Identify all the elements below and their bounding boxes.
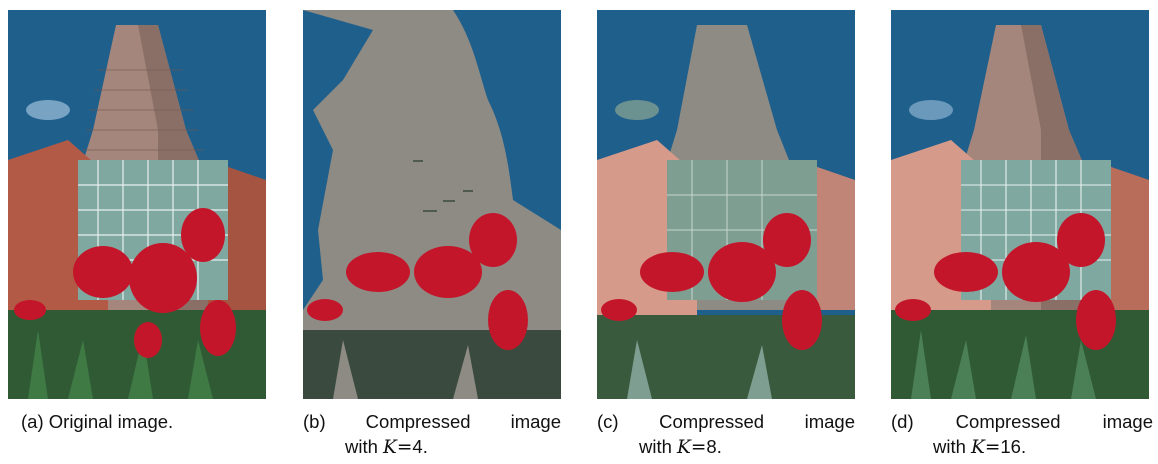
caption-word: Compressed bbox=[365, 411, 471, 432]
caption-with: with bbox=[933, 436, 966, 457]
caption-k-value: 4 bbox=[412, 436, 423, 457]
caption-k-symbol: K bbox=[677, 437, 691, 458]
caption-word: image bbox=[510, 411, 561, 432]
caption-eq: = bbox=[396, 437, 413, 458]
caption-eq: = bbox=[984, 437, 1001, 458]
caption-word: image bbox=[1102, 411, 1153, 432]
compressed-image-k4 bbox=[303, 10, 561, 399]
figure-panel-b bbox=[303, 10, 561, 399]
figure-panel-c bbox=[597, 10, 855, 399]
caption-b: (b) Compressed image with K=4. bbox=[303, 411, 561, 458]
caption-word: Compressed bbox=[955, 411, 1061, 432]
caption-label: (b) bbox=[303, 411, 326, 432]
figure-panel-d bbox=[891, 10, 1149, 399]
caption-eq: = bbox=[690, 437, 707, 458]
caption-with: with bbox=[345, 436, 378, 457]
caption-label: (a) bbox=[21, 411, 44, 432]
caption-word: Compressed bbox=[659, 411, 765, 432]
caption-c: (c) Compressed image with K=8. bbox=[597, 411, 855, 458]
caption-label: (c) bbox=[597, 411, 619, 432]
caption-text: Original image. bbox=[48, 411, 174, 432]
original-image bbox=[8, 10, 266, 399]
compressed-image-k8 bbox=[597, 10, 855, 399]
caption-d: (d) Compressed image with K=16. bbox=[891, 411, 1153, 458]
caption-word: image bbox=[804, 411, 855, 432]
caption-k-symbol: K bbox=[971, 437, 985, 458]
caption-a: (a) Original image. bbox=[21, 409, 251, 434]
caption-k-symbol: K bbox=[383, 437, 397, 458]
caption-label: (d) bbox=[891, 411, 914, 432]
caption-k-value: 8 bbox=[706, 436, 717, 457]
compressed-image-k16 bbox=[891, 10, 1149, 399]
caption-with: with bbox=[639, 436, 672, 457]
caption-k-value: 16 bbox=[1000, 436, 1021, 457]
figure-panel-a bbox=[8, 10, 266, 399]
